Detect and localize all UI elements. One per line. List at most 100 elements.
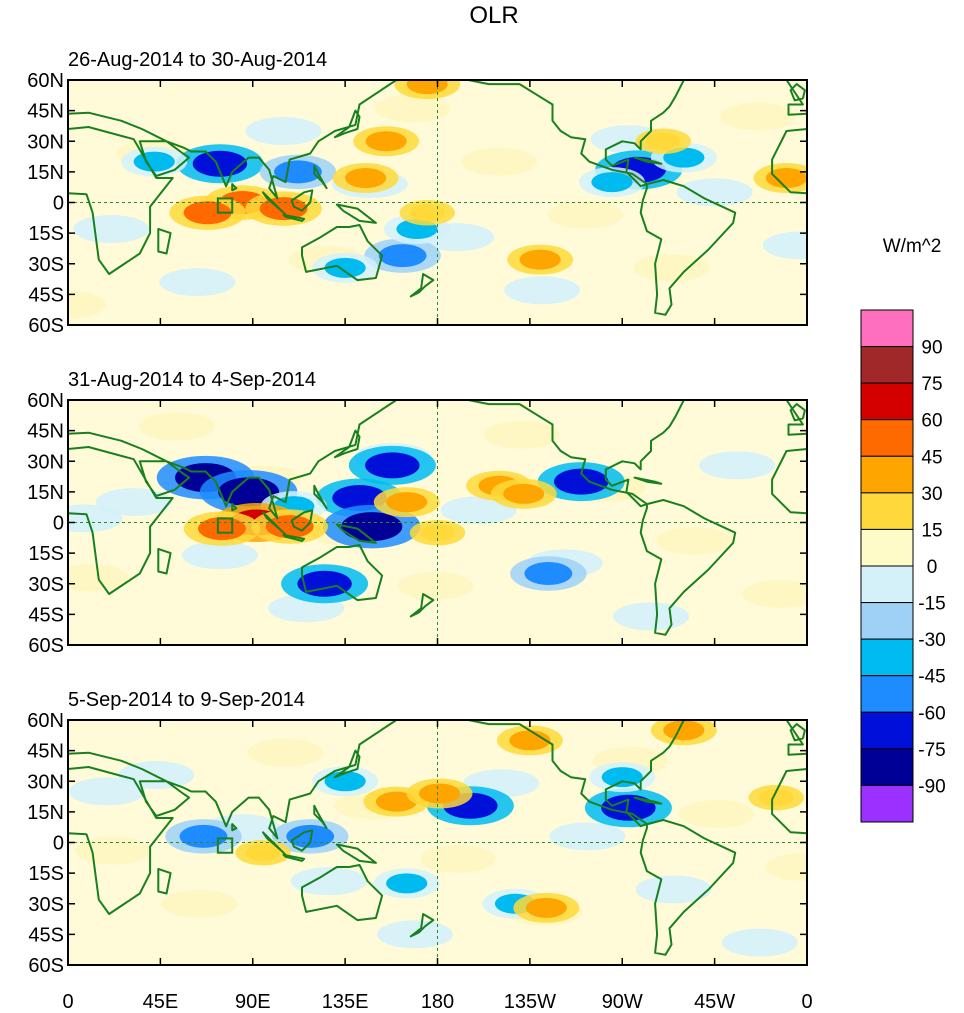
y-tick-label: 45S [28, 284, 64, 306]
colorbar-label: -60 [918, 703, 945, 724]
anomaly-point [179, 824, 228, 848]
coastlines [68, 400, 807, 636]
region-box [216, 837, 234, 854]
colorbar-label: -75 [918, 740, 945, 761]
anomaly-point [133, 151, 175, 172]
x-tick-label: 90E [235, 991, 271, 1013]
anomaly-point [409, 204, 445, 222]
x-tick-label: 180 [421, 991, 454, 1013]
anomaly-band [764, 853, 807, 881]
anomaly-band [461, 147, 538, 176]
y-tick-label: 15N [27, 802, 64, 824]
anomaly-band [161, 889, 238, 918]
anomaly-point [601, 794, 656, 821]
anomaly-point [503, 483, 545, 504]
anomaly-band [762, 231, 807, 260]
y-tick-label: 45N [27, 741, 64, 763]
colorbar-swatch [860, 382, 914, 421]
anomaly-point [758, 789, 794, 807]
anomaly-band [676, 178, 753, 207]
colorbar-swatch [860, 309, 914, 348]
anomaly-band [69, 777, 146, 806]
colorbar-swatch [860, 748, 914, 786]
panels: 26-Aug-2014 to 30-Aug-201460N45N30N15N01… [27, 49, 812, 1013]
y-tick-label: 60N [27, 70, 64, 92]
y-tick-label: 45S [28, 924, 64, 946]
y-tick-label: 0 [53, 193, 64, 215]
colorbar-swatch [860, 711, 914, 750]
anomaly-point [259, 197, 308, 221]
anomaly-point [245, 844, 281, 862]
y-tick-label: 30S [28, 574, 64, 596]
region-box [216, 197, 234, 214]
anomaly-point [341, 512, 403, 542]
colorbar-units: W/m^2 [883, 236, 942, 257]
anomaly-band [397, 571, 474, 600]
x-tick-label: 135W [504, 991, 556, 1013]
colorbar-label: 30 [921, 484, 942, 505]
anomaly-band [68, 504, 123, 533]
anomaly-point [324, 257, 366, 278]
anomaly-band [247, 738, 324, 767]
colorbar-swatch [860, 638, 914, 677]
anomaly-band [483, 420, 560, 449]
anomaly-point [663, 720, 705, 741]
y-tick-label: 30N [27, 451, 64, 473]
y-tick-label: 60N [27, 710, 64, 732]
anomaly-band [75, 836, 152, 865]
x-tick-label: 0 [801, 991, 812, 1013]
colorbar-swatch [860, 784, 914, 823]
anomaly-band [719, 102, 796, 131]
anomaly-band [504, 276, 581, 305]
anomaly-band [245, 117, 322, 146]
y-tick-label: 15S [28, 863, 64, 885]
y-tick-label: 45N [27, 421, 64, 443]
anomaly-band [374, 94, 451, 123]
anomaly-point [198, 517, 246, 541]
anomaly-band [635, 875, 712, 904]
colorbar-label: -90 [918, 776, 945, 797]
anomaly-point [297, 570, 352, 597]
anomaly-point [525, 897, 567, 918]
panel-title: 5-Sep-2014 to 9-Sep-2014 [68, 689, 305, 711]
y-tick-label: 15S [28, 223, 64, 245]
anomaly-band [159, 268, 236, 297]
anomaly-point [406, 80, 448, 95]
x-tick-label: 90W [602, 991, 643, 1013]
anomaly-point [378, 244, 427, 268]
x-tick-label: 135E [322, 991, 369, 1013]
anomaly-band [699, 451, 776, 480]
anomaly-point [375, 791, 418, 812]
y-tick-label: 60S [28, 635, 64, 657]
colorbar-swatch [860, 675, 914, 713]
anomaly-band [290, 867, 367, 896]
anomaly-band [678, 799, 755, 828]
y-tick-label: 45S [28, 604, 64, 626]
anomaly-band [73, 215, 150, 244]
y-tick-label: 60S [28, 315, 64, 337]
colorbar-swatch [860, 346, 914, 384]
anomaly-point [386, 873, 428, 894]
y-tick-label: 15N [27, 482, 64, 504]
anomaly-band [633, 253, 710, 282]
colorbar-label: -30 [918, 630, 945, 651]
anomaly-point [591, 172, 633, 193]
y-tick-label: 45N [27, 101, 64, 123]
y-tick-label: 15S [28, 543, 64, 565]
colorbar-swatch [860, 602, 914, 640]
colorbar-swatch [860, 528, 914, 567]
anomaly-band [549, 822, 626, 851]
anomaly-band [420, 844, 497, 873]
anomaly-band [440, 496, 517, 525]
colorbar-label: 75 [921, 374, 942, 395]
y-tick-label: 30S [28, 894, 64, 916]
y-tick-label: 0 [53, 833, 64, 855]
anomaly-band [612, 602, 689, 631]
colorbar-label: 0 [927, 557, 938, 578]
colorbar-swatch [860, 455, 914, 494]
anomaly-band [656, 526, 733, 555]
anomaly-point [386, 492, 428, 513]
